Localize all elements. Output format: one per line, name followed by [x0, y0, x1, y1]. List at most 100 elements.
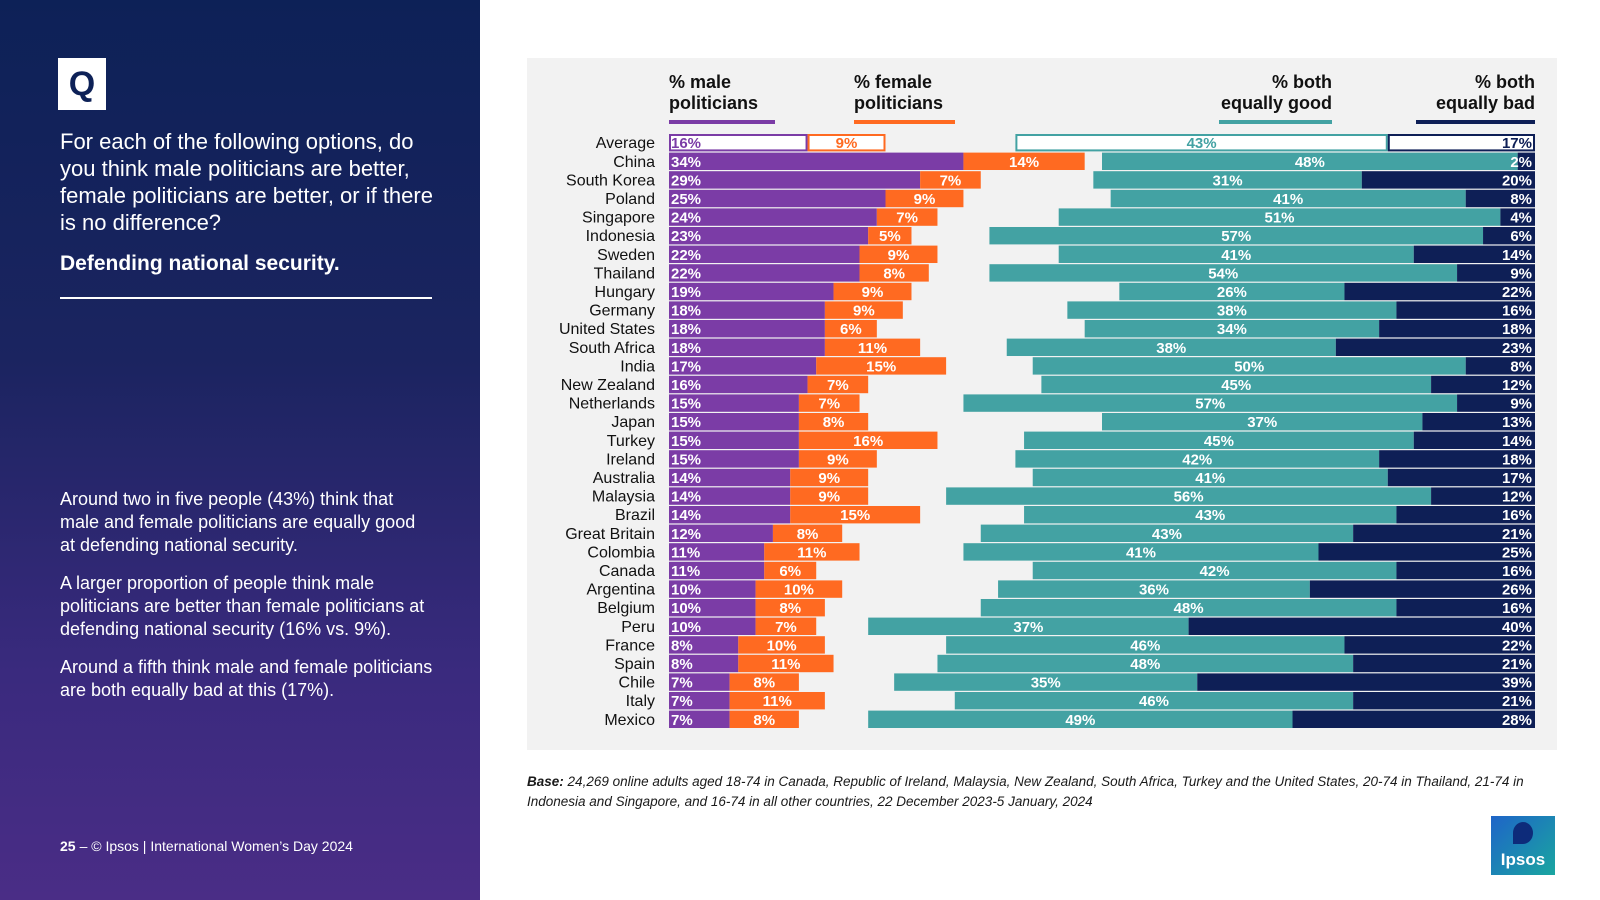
data-label: 38%	[1156, 340, 1186, 357]
bar-male	[669, 524, 773, 542]
data-label: 6%	[1510, 228, 1532, 245]
legend-swatch	[854, 120, 955, 124]
data-label: 5%	[879, 228, 901, 245]
bar-female	[885, 189, 964, 208]
data-label: 48%	[1174, 600, 1204, 617]
bar-male	[669, 375, 808, 394]
data-label: 9%	[818, 470, 840, 487]
bar-equally-bad	[1483, 227, 1535, 245]
category-label: Sweden	[597, 247, 655, 264]
data-label: 15%	[671, 396, 701, 413]
data-label: 15%	[671, 451, 701, 468]
data-label: 21%	[1502, 526, 1532, 543]
bar-equally-bad	[1188, 617, 1535, 635]
bar-equally-bad	[1318, 543, 1535, 561]
data-label: 34%	[671, 154, 701, 171]
bar-equally-good	[1058, 245, 1414, 263]
category-label: Hungary	[595, 284, 655, 301]
category-label: Mexico	[604, 712, 655, 729]
bar-equally-bad	[1387, 468, 1535, 487]
bar-equally-bad	[1413, 245, 1535, 263]
bar-equally-good	[1084, 320, 1380, 338]
bar-equally-good	[937, 654, 1354, 673]
data-label: 9%	[853, 303, 875, 320]
data-label: 26%	[1217, 284, 1247, 301]
data-label: 7%	[775, 619, 797, 636]
bar-equally-good	[1015, 450, 1380, 468]
data-label: 48%	[1130, 656, 1160, 673]
legend-label: % male politicians	[669, 72, 758, 113]
bar-male	[669, 282, 834, 301]
data-label: 4%	[1510, 210, 1532, 227]
data-label: 14%	[671, 470, 701, 487]
data-label: 11%	[797, 544, 826, 561]
data-label: 49%	[1065, 712, 1095, 729]
bar-equally-good	[946, 636, 1345, 654]
data-label: 36%	[1139, 582, 1169, 599]
bar-equally-bad	[1465, 189, 1535, 208]
data-label: 16%	[1502, 600, 1532, 617]
data-label: 15%	[671, 433, 701, 450]
data-label: 10%	[671, 600, 701, 617]
bar-female	[798, 450, 877, 468]
bar-equally-good	[1032, 357, 1466, 375]
data-label: 8%	[753, 675, 775, 692]
data-label: 16%	[1502, 507, 1532, 524]
bar-female	[755, 599, 825, 617]
data-label: 22%	[671, 247, 701, 264]
data-label: 8%	[883, 265, 905, 282]
divider	[60, 297, 432, 299]
bar-male	[669, 561, 765, 580]
bar-female	[868, 227, 912, 245]
data-label: 39%	[1502, 675, 1532, 692]
data-label: 18%	[1502, 321, 1532, 338]
data-label: 25%	[671, 191, 701, 208]
bar-equally-bad	[1379, 450, 1535, 468]
bar-equally-bad	[1361, 171, 1535, 189]
bar-equally-bad	[1396, 561, 1535, 580]
bar-equally-good	[989, 264, 1458, 282]
data-label: 11%	[671, 563, 700, 580]
category-label: Indonesia	[586, 228, 655, 245]
data-label: 18%	[671, 321, 701, 338]
data-label: 9%	[862, 284, 884, 301]
bar-equally-bad	[1431, 487, 1535, 505]
ipsos-logo-text: Ipsos	[1500, 850, 1546, 869]
data-label: 16%	[1502, 303, 1532, 320]
bar-female	[859, 264, 929, 282]
data-label: 25%	[1502, 544, 1532, 561]
data-label: 38%	[1217, 303, 1247, 320]
base-text: 24,269 online adults aged 18-74 in Canad…	[527, 774, 1524, 809]
bar-male	[669, 487, 791, 505]
bar-female	[729, 710, 799, 728]
data-label: 45%	[1204, 433, 1234, 450]
bar-female	[807, 375, 869, 394]
data-label: 48%	[1295, 154, 1325, 171]
bar-equally-bad	[1457, 264, 1535, 282]
data-label: 43%	[1195, 507, 1225, 524]
data-label: 46%	[1139, 693, 1169, 710]
data-label: 14%	[1502, 433, 1532, 450]
data-label: 14%	[1502, 247, 1532, 264]
bar-female	[738, 654, 834, 673]
bar-equally-good	[1024, 431, 1414, 449]
data-label: 10%	[671, 619, 701, 636]
data-label: 14%	[1009, 154, 1039, 171]
bar-male	[669, 431, 799, 449]
data-label: 12%	[1502, 377, 1532, 394]
bar-female	[755, 617, 817, 635]
bar-equally-bad	[1309, 580, 1535, 598]
bar-male	[669, 171, 921, 189]
data-label: 19%	[671, 284, 701, 301]
data-label: 8%	[671, 656, 693, 673]
left-panel: Q For each of the following options, do …	[0, 0, 480, 900]
bar-male	[669, 357, 817, 375]
data-label: 7%	[827, 377, 849, 394]
data-label: 42%	[1182, 451, 1212, 468]
data-label: 35%	[1031, 675, 1061, 692]
data-label: 14%	[671, 489, 701, 506]
bar-equally-good	[868, 710, 1293, 728]
bar-female	[729, 692, 825, 710]
bar-male	[669, 599, 756, 617]
data-label: 9%	[827, 451, 849, 468]
